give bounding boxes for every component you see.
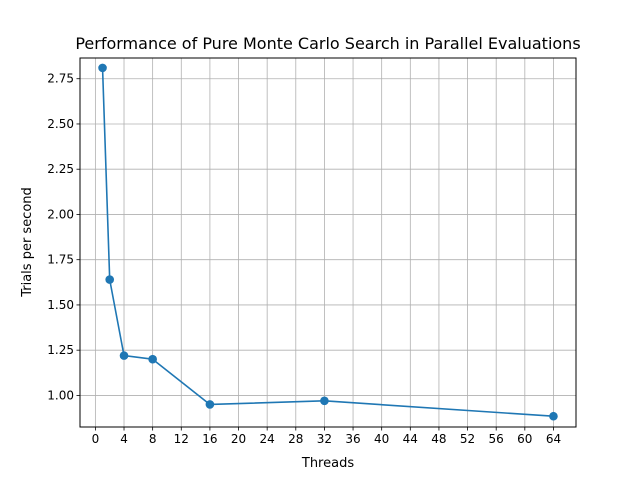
x-tick-label: 56 — [489, 432, 504, 446]
x-tick-label: 28 — [288, 432, 303, 446]
axis-ticks: 0 4 8 12 16 20 24 28 32 36 40 44 48 52 56 60 641.001.251… — [47, 72, 561, 446]
x-tick-label: 36 — [345, 432, 360, 446]
x-tick-label: 40 — [374, 432, 389, 446]
chart-title: Performance of Pure Monte Carlo Search i… — [75, 34, 580, 53]
x-tick-label: 48 — [431, 432, 446, 446]
x-axis-label: Threads — [301, 456, 354, 471]
x-tick-label: 8 — [149, 432, 157, 446]
x-tick-label: 44 — [403, 432, 418, 446]
data-point — [105, 275, 115, 284]
data-point — [148, 354, 157, 364]
y-tick-label: 1.00 — [47, 388, 74, 402]
x-tick-label: 64 — [546, 432, 561, 446]
y-tick-label: 2.50 — [47, 117, 74, 131]
x-tick-label: 0 — [92, 432, 100, 446]
x-tick-label: 20 — [231, 432, 246, 446]
data-point — [98, 63, 107, 73]
x-tick-label: 24 — [260, 432, 275, 446]
y-tick-label: 1.50 — [47, 298, 74, 312]
x-tick-label: 60 — [517, 432, 532, 446]
y-tick-label: 1.75 — [47, 253, 74, 267]
plot-frame — [79, 57, 577, 428]
y-tick-label: 2.75 — [47, 72, 74, 86]
series-layer — [98, 63, 558, 421]
data-point — [549, 411, 558, 421]
grid — [80, 58, 576, 427]
data-point — [205, 400, 215, 409]
y-tick-label: 2.25 — [47, 162, 74, 176]
x-tick-label: 52 — [460, 432, 475, 446]
x-tick-label: 32 — [317, 432, 332, 446]
y-tick-label: 2.00 — [47, 207, 74, 221]
x-tick-label: 4 — [120, 432, 128, 446]
data-point — [320, 396, 329, 406]
x-tick-label: 12 — [174, 432, 189, 446]
y-axis-label: Trials per second — [20, 187, 35, 298]
x-tick-label: 16 — [202, 432, 217, 446]
y-tick-label: 1.25 — [47, 343, 74, 357]
data-point — [119, 351, 129, 360]
